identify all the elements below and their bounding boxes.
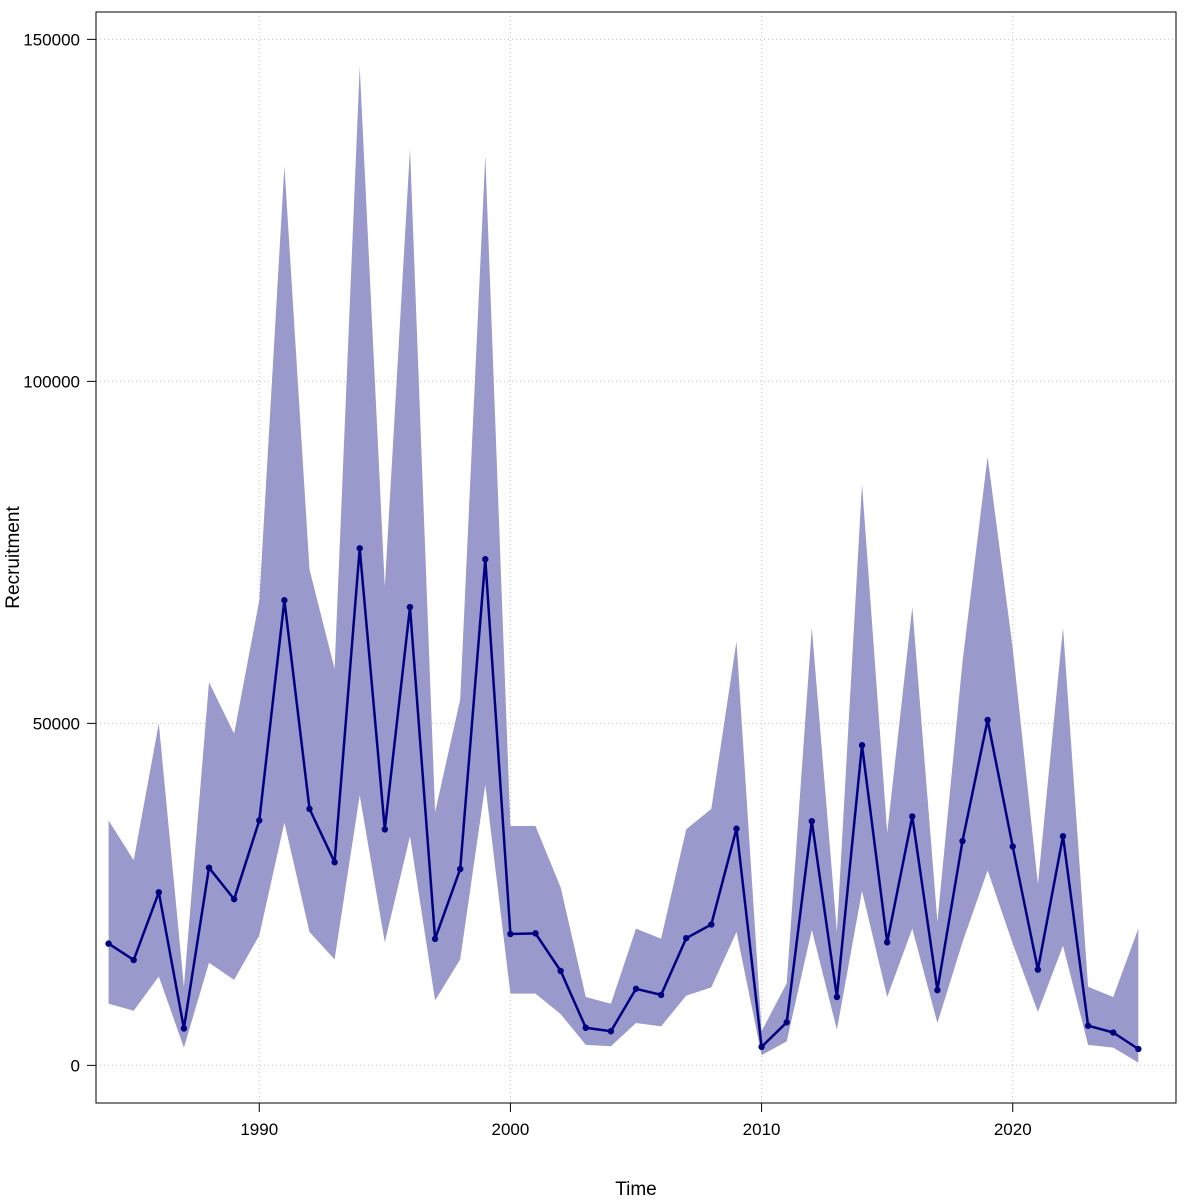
data-point	[431, 935, 439, 943]
y-tick-label: 150000	[23, 30, 80, 49]
confidence-band-layer	[108, 66, 1139, 1063]
data-point	[858, 742, 866, 749]
data-point	[1009, 843, 1016, 850]
data-point	[331, 859, 338, 866]
data-point	[1135, 1045, 1142, 1053]
x-tick-label: 2000	[492, 1120, 530, 1139]
data-point	[180, 1025, 188, 1032]
data-point	[155, 889, 162, 896]
data-point	[1059, 833, 1067, 840]
y-tick-label: 0	[71, 1056, 80, 1075]
data-point	[657, 991, 665, 999]
data-point	[758, 1043, 765, 1051]
data-point	[256, 817, 263, 824]
x-tick-label: 2010	[743, 1120, 781, 1139]
x-tick-label: 2020	[994, 1120, 1032, 1139]
data-point	[281, 597, 288, 604]
data-point	[406, 603, 414, 611]
confidence-band	[108, 66, 1139, 1063]
data-point	[783, 1019, 790, 1026]
x-tick-label: 1990	[240, 1120, 278, 1139]
data-point	[1110, 1029, 1117, 1036]
data-point	[381, 826, 389, 833]
data-point	[683, 934, 690, 942]
plot-frame	[95, 11, 1177, 1104]
data-point	[557, 967, 564, 975]
data-point	[1084, 1022, 1092, 1029]
data-point	[833, 993, 841, 1001]
series-line	[107, 547, 1139, 1051]
data-point	[205, 864, 213, 871]
data-point	[984, 716, 991, 724]
data-point	[708, 921, 715, 928]
x-axis: 1990 2000 2010 2020	[240, 1103, 1032, 1139]
y-tick-label: 50000	[33, 714, 80, 733]
data-point	[607, 1027, 615, 1035]
data-point	[482, 556, 489, 563]
y-tick-label: 100000	[23, 372, 80, 391]
x-axis-title: Time	[615, 1179, 657, 1200]
data-point	[632, 985, 640, 992]
y-axis-title: Recruitment	[3, 506, 24, 609]
data-point	[507, 930, 514, 938]
data-point	[934, 986, 941, 994]
data-point	[909, 813, 916, 820]
data-point	[532, 930, 539, 937]
series-points-layer	[105, 545, 1142, 1053]
data-point	[306, 805, 313, 813]
y-axis: 0 50000 100000 150000	[23, 30, 96, 1075]
series-line-layer	[107, 547, 1139, 1051]
data-point	[733, 825, 740, 832]
data-point	[808, 817, 816, 825]
data-point	[356, 545, 363, 552]
data-point	[959, 837, 966, 845]
data-point	[883, 939, 891, 946]
data-point	[130, 956, 137, 964]
data-point	[582, 1024, 589, 1031]
data-point	[230, 895, 238, 903]
data-point	[1034, 966, 1042, 973]
data-point	[456, 865, 464, 873]
data-point	[105, 940, 112, 947]
